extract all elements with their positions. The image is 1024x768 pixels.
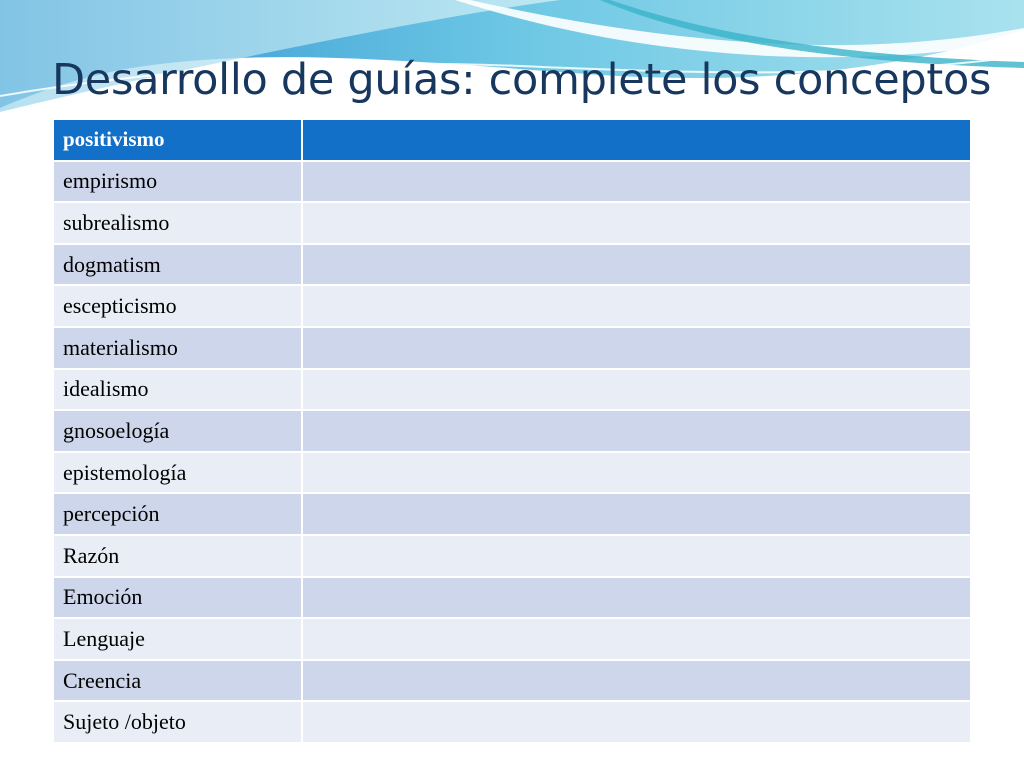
term-cell: materialismo: [52, 325, 303, 370]
term-cell: Creencia: [52, 658, 303, 703]
term-cell: percepción: [52, 492, 303, 536]
definition-cell[interactable]: [301, 658, 972, 703]
definition-cell[interactable]: [301, 492, 972, 536]
wave-white-streak: [455, 0, 1024, 58]
term-cell: Emoción: [52, 575, 303, 620]
definition-cell[interactable]: [301, 617, 972, 661]
table-row: percepción: [52, 492, 972, 536]
wave-thin-line: [0, 55, 1024, 97]
term-cell: Razón: [52, 533, 303, 578]
table-row: gnosoelogía: [52, 409, 972, 453]
term-cell: subrealismo: [52, 201, 303, 245]
definition-cell[interactable]: [301, 533, 972, 578]
header-definition-cell[interactable]: [301, 118, 972, 162]
table-row: materialismo: [52, 325, 972, 370]
table-row: Sujeto /objeto: [52, 700, 972, 744]
term-cell: dogmatism: [52, 242, 303, 287]
definition-cell[interactable]: [301, 450, 972, 495]
term-cell: empirismo: [52, 159, 303, 204]
table-row: escepticismo: [52, 284, 972, 328]
concepts-table: positivismo empirismo subrealismo dogmatis…: [52, 118, 972, 744]
table-row: Lenguaje: [52, 617, 972, 661]
term-cell: escepticismo: [52, 284, 303, 328]
table-row: Creencia: [52, 658, 972, 703]
wave-highlight: [0, 0, 560, 112]
definition-cell[interactable]: [301, 700, 972, 744]
table-row: Razón: [52, 533, 972, 578]
term-cell: epistemología: [52, 450, 303, 495]
definition-cell[interactable]: [301, 284, 972, 328]
table-row: epistemología: [52, 450, 972, 495]
term-cell: gnosoelogía: [52, 409, 303, 453]
table-row: Emoción: [52, 575, 972, 620]
definition-cell[interactable]: [301, 325, 972, 370]
table-header-row: positivismo: [52, 118, 972, 162]
term-cell: Lenguaje: [52, 617, 303, 661]
table-row: idealismo: [52, 367, 972, 412]
header-term-cell: positivismo: [52, 118, 303, 162]
definition-cell[interactable]: [301, 367, 972, 412]
slide-title: Desarrollo de guías: complete los concep…: [52, 55, 992, 105]
decorative-wave-banner: [0, 0, 1024, 112]
definition-cell[interactable]: [301, 409, 972, 453]
definition-cell[interactable]: [301, 159, 972, 204]
definition-cell[interactable]: [301, 201, 972, 245]
definition-cell[interactable]: [301, 575, 972, 620]
term-cell: Sujeto /objeto: [52, 700, 303, 744]
table-row: subrealismo: [52, 201, 972, 245]
term-cell: idealismo: [52, 367, 303, 412]
table-row: dogmatism: [52, 242, 972, 287]
definition-cell[interactable]: [301, 242, 972, 287]
table-row: empirismo: [52, 159, 972, 204]
